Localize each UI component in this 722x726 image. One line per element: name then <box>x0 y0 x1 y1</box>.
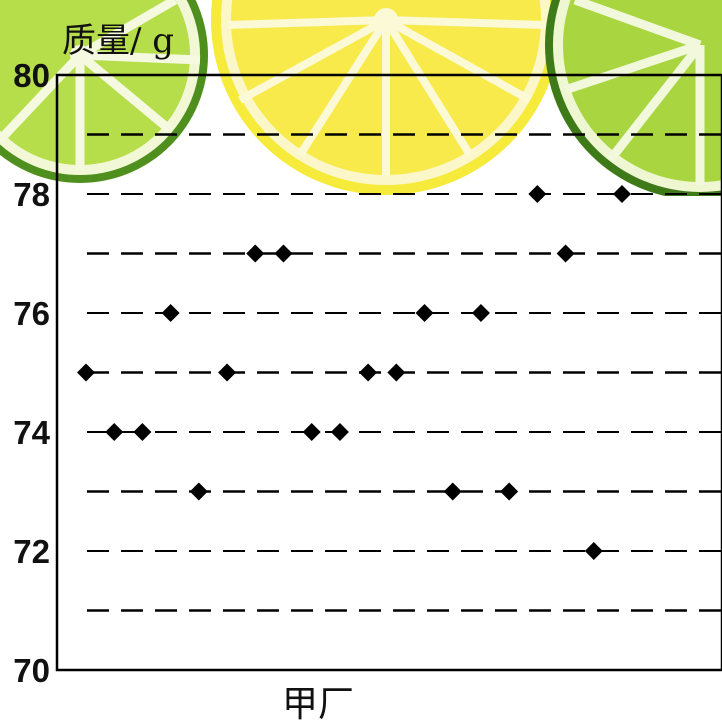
data-point <box>105 423 124 441</box>
data-point <box>613 185 631 203</box>
y-tick-label: 74 <box>13 414 50 451</box>
data-point <box>528 185 547 203</box>
data-point <box>415 304 434 322</box>
plot-area-frame <box>55 73 722 672</box>
x-axis-label: 甲厂 <box>282 684 354 725</box>
data-point <box>500 482 519 501</box>
data-point <box>359 363 378 382</box>
lime-slice-right-icon <box>545 0 722 200</box>
data-point <box>161 304 180 322</box>
data-point <box>218 363 237 382</box>
data-point <box>556 244 575 263</box>
data-point <box>133 423 152 441</box>
y-tick-labels: 70 72 74 76 78 80 <box>13 57 50 689</box>
data-point <box>584 542 603 560</box>
data-point <box>77 363 95 382</box>
y-tick-label: 70 <box>13 652 50 689</box>
y-tick-label: 76 <box>13 295 50 332</box>
data-points <box>77 185 631 560</box>
gridlines <box>87 133 722 612</box>
y-tick-label: 72 <box>13 533 50 570</box>
y-tick-label: 80 <box>13 57 50 94</box>
lemon-slice-icon <box>211 0 561 195</box>
data-point <box>274 244 293 263</box>
y-axis-label: 质量/ g <box>62 21 174 61</box>
data-point <box>330 423 349 441</box>
data-point <box>387 363 406 382</box>
data-point <box>471 304 490 322</box>
data-point <box>302 423 321 441</box>
data-point <box>443 482 462 501</box>
y-tick-label: 78 <box>13 176 50 213</box>
data-point <box>246 244 265 263</box>
data-point <box>189 482 208 501</box>
